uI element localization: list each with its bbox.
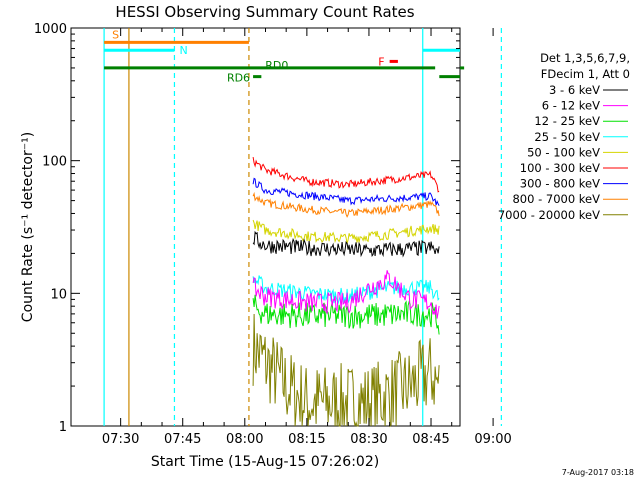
flag-label: S (112, 28, 119, 41)
y-tick-label: 100 (42, 155, 67, 170)
legend-label: 50 - 100 keV (527, 145, 600, 159)
series-line (252, 313, 440, 428)
legend-header-line-1: Det 1,3,5,6,7,9, (540, 51, 630, 65)
y-tick-label: 10 (50, 287, 67, 302)
chart-title: HESSI Observing Summary Count Rates (115, 3, 414, 21)
legend-label: 100 - 300 keV (520, 161, 600, 175)
series-line (252, 157, 440, 193)
x-tick-label: 08:15 (288, 432, 325, 447)
legend-label: 3 - 6 keV (549, 83, 600, 97)
legend-label: 12 - 25 keV (534, 114, 600, 128)
x-tick-label: 07:30 (102, 432, 139, 447)
y-tick-label: 1000 (34, 22, 67, 37)
flag-label: F (378, 55, 384, 68)
x-tick-label: 07:45 (164, 432, 201, 447)
series-line (252, 191, 440, 218)
legend-label: 800 - 7000 keV (512, 192, 600, 206)
x-axis: 07:30 07:45 08:00 08:15 08:30 08:45 09:00 (102, 28, 512, 447)
y-tick-label: 1 (59, 420, 67, 435)
x-tick-label: 08:30 (350, 432, 387, 447)
x-axis-label: Start Time (15-Aug-15 07:26:02) (151, 454, 379, 470)
x-tick-label: 08:45 (412, 432, 449, 447)
flag-label: N (179, 44, 187, 57)
legend-label: 300 - 800 keV (520, 177, 600, 191)
y-axis-label: Count Rate (s⁻¹ detector⁻¹) (20, 132, 36, 322)
status-flags: S N RD0 RD6 F (104, 28, 465, 85)
plot-area: S N RD0 RD6 F 07:30 07:45 08:00 08:15 08:30 08:45… (34, 22, 512, 447)
footer-date: 7-Aug-2017 03:18 (562, 468, 634, 477)
y-axis: 1 10 100 1000 (34, 22, 460, 435)
legend-label: 6 - 12 keV (542, 99, 600, 113)
legend-label: 25 - 50 keV (534, 130, 600, 144)
series-line (252, 275, 440, 305)
legend-header-line-2: FDecim 1, Att 0 (541, 67, 630, 81)
series-line (252, 230, 440, 258)
legend: Det 1,3,5,6,7,9, FDecim 1, Att 0 3 - 6 k… (498, 51, 630, 222)
series-line (252, 270, 440, 319)
x-tick-label: 08:00 (226, 432, 263, 447)
legend-label: 7000 - 20000 keV (498, 208, 600, 222)
series-layer (252, 157, 440, 428)
flag-label: RD0 (265, 59, 288, 72)
flag-label: RD6 (227, 72, 250, 85)
series-line (252, 177, 440, 206)
series-line (252, 294, 440, 335)
x-tick-label: 09:00 (474, 432, 511, 447)
series-line (252, 219, 440, 244)
vertical-marker-lines (103, 28, 502, 426)
